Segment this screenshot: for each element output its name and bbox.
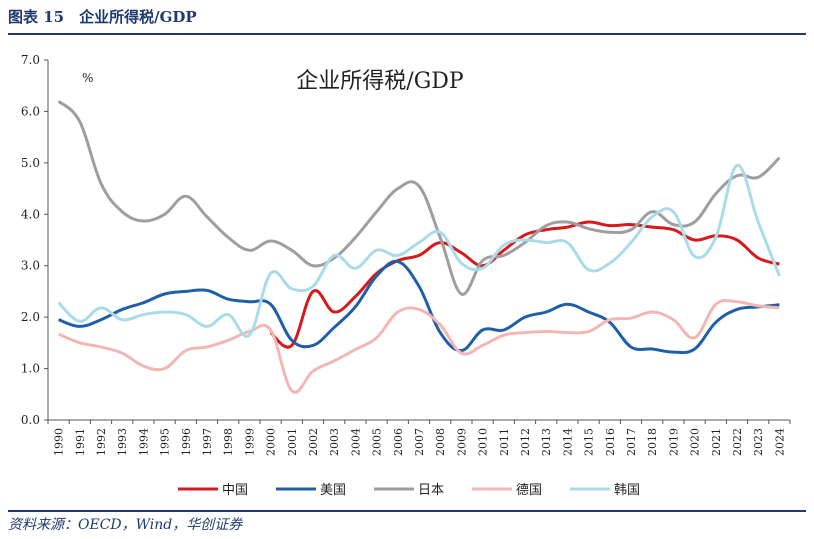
y-tick-label: 1.0 (21, 362, 40, 376)
x-tick-label: 2013 (540, 428, 553, 456)
x-tick-label: 2003 (328, 428, 341, 456)
x-tick-label: 2018 (646, 428, 659, 456)
chart-legend: 中国 美国 日本 德国 韩国 (178, 483, 640, 498)
y-tick-label: 5.0 (21, 156, 40, 170)
x-tick-label: 1995 (159, 428, 172, 456)
x-tick-label: 1992 (95, 428, 108, 456)
x-tick-label: 1994 (137, 428, 150, 456)
x-tick-label: 2017 (625, 428, 638, 456)
footer-rule (8, 510, 806, 512)
x-tick-label: 2015 (583, 428, 596, 456)
x-tick-label: 2019 (667, 428, 680, 456)
legend-label: 日本 (418, 483, 444, 498)
x-tick-label: 2020 (689, 428, 702, 456)
legend-label: 德国 (516, 483, 542, 498)
series-line-4 (57, 163, 781, 338)
legend-label: 美国 (320, 483, 346, 498)
chart-axes: 0.0 1.0 2.0 3.0 4.0 5.0 6.0 7.0 1990 1991 1992 1993… (21, 53, 791, 456)
x-tick-label: 2006 (392, 428, 405, 456)
x-tick-label: 2023 (752, 428, 765, 456)
chart-series (57, 99, 781, 394)
x-tick-label: 2009 (455, 428, 468, 456)
x-tick-label: 2011 (498, 428, 511, 456)
y-tick-label: 6.0 (21, 104, 40, 118)
line-chart: 0.0 1.0 2.0 3.0 4.0 5.0 6.0 7.0 1990 1991 1992 1993… (21, 53, 791, 498)
x-tick-label: 2022 (731, 428, 744, 456)
chart-title: 企业所得税/GDP (296, 69, 464, 94)
x-tick-label: 1991 (74, 428, 87, 456)
series-line-0 (269, 220, 780, 349)
x-tick-label: 1996 (180, 428, 193, 456)
header-rule (8, 33, 806, 35)
y-tick-label: 2.0 (21, 310, 40, 324)
x-tick-label: 1997 (201, 428, 214, 456)
source-note: 资料来源：OECD，Wind，华创证券 (8, 517, 243, 533)
x-tick-label: 2000 (265, 428, 278, 456)
x-tick-label: 2002 (307, 428, 320, 456)
x-tick-label: 1990 (53, 428, 66, 456)
x-tick-label: 2012 (519, 428, 532, 456)
x-tick-label: 2008 (434, 428, 447, 456)
y-tick-label: 0.0 (21, 413, 40, 427)
x-tick-label: 2021 (710, 428, 723, 456)
series-line-3 (58, 298, 780, 394)
series-line-2 (57, 99, 781, 296)
unit-label: % (82, 71, 93, 85)
y-tick-label: 7.0 (21, 53, 40, 67)
legend-label: 韩国 (614, 483, 640, 498)
x-tick-label: 1993 (116, 428, 129, 456)
x-tick-label: 2007 (413, 428, 426, 456)
x-tick-label: 2014 (561, 428, 574, 456)
x-tick-label: 2004 (349, 428, 362, 456)
x-tick-label: 1998 (222, 428, 235, 456)
x-tick-label: 2005 (371, 428, 384, 456)
series-line-1 (58, 259, 780, 355)
x-tick-label: 1999 (243, 428, 256, 456)
y-tick-label: 3.0 (21, 259, 40, 273)
y-tick-label: 4.0 (21, 207, 40, 221)
legend-label: 中国 (222, 483, 248, 498)
x-tick-label: 2001 (286, 428, 299, 456)
x-tick-label: 2016 (604, 428, 617, 456)
figure-title: 图表 15 企业所得税/GDP (8, 8, 197, 26)
x-tick-label: 2024 (773, 428, 786, 456)
x-tick-label: 2010 (477, 428, 490, 456)
